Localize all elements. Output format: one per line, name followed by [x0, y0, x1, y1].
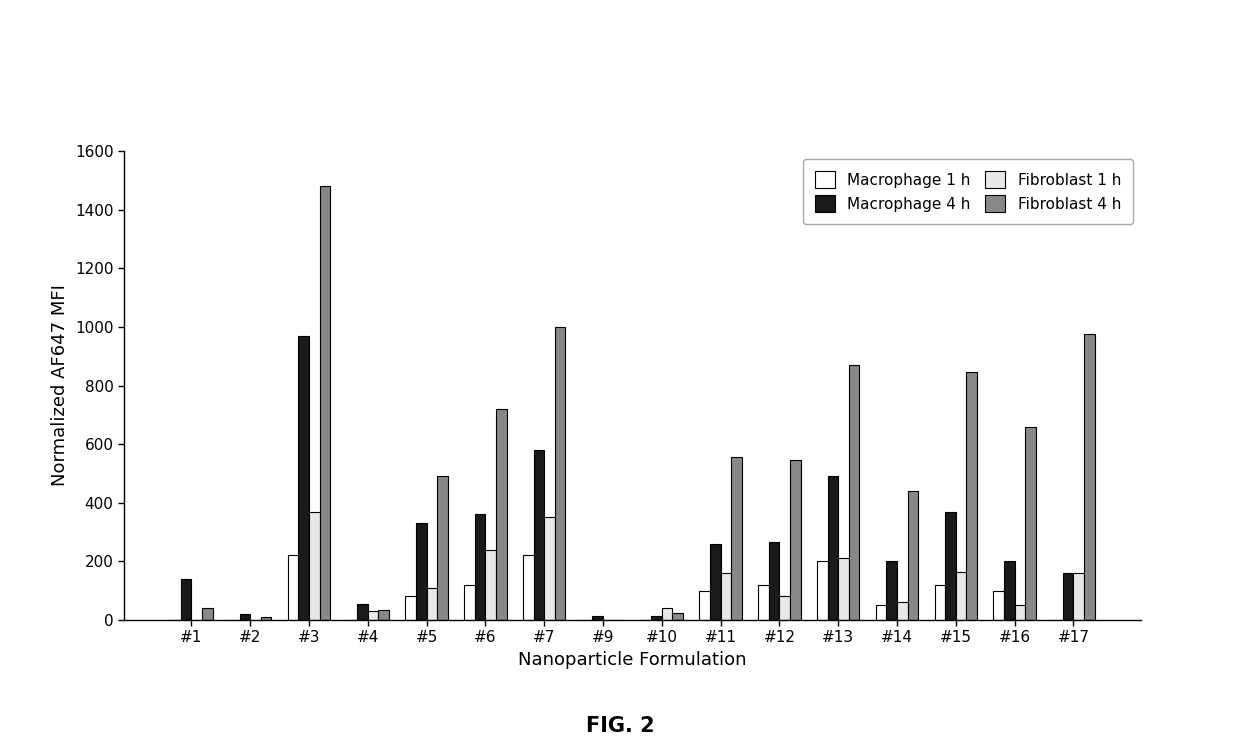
Text: FIG. 2: FIG. 2: [585, 716, 655, 736]
Bar: [849, 365, 859, 620]
Bar: [887, 561, 897, 620]
Bar: [790, 460, 801, 620]
Bar: [299, 336, 309, 620]
Bar: [769, 542, 780, 620]
Bar: [357, 604, 368, 620]
Bar: [544, 517, 554, 620]
Legend: Macrophage 1 h, Macrophage 4 h, Fibroblast 1 h, Fibroblast 4 h: Macrophage 1 h, Macrophage 4 h, Fibrobla…: [802, 159, 1133, 225]
X-axis label: Nanoparticle Formulation: Nanoparticle Formulation: [518, 651, 746, 669]
Bar: [309, 512, 320, 620]
Bar: [1074, 573, 1084, 620]
Bar: [827, 476, 838, 620]
Bar: [908, 491, 918, 620]
Bar: [288, 556, 299, 620]
Bar: [897, 603, 908, 620]
Bar: [817, 561, 827, 620]
Y-axis label: Normalized AF647 MFI: Normalized AF647 MFI: [51, 284, 69, 487]
Bar: [554, 327, 565, 620]
Bar: [699, 590, 711, 620]
Bar: [711, 544, 720, 620]
Bar: [320, 186, 330, 620]
Bar: [202, 608, 212, 620]
Bar: [966, 373, 977, 620]
Bar: [758, 585, 769, 620]
Bar: [780, 596, 790, 620]
Bar: [475, 514, 485, 620]
Bar: [1063, 573, 1074, 620]
Bar: [378, 609, 389, 620]
Bar: [1014, 606, 1025, 620]
Bar: [438, 476, 448, 620]
Bar: [427, 587, 438, 620]
Bar: [181, 579, 191, 620]
Bar: [260, 617, 272, 620]
Bar: [1084, 334, 1095, 620]
Bar: [720, 573, 732, 620]
Bar: [875, 606, 887, 620]
Bar: [993, 590, 1004, 620]
Bar: [405, 596, 415, 620]
Bar: [945, 512, 956, 620]
Bar: [838, 559, 849, 620]
Bar: [485, 550, 496, 620]
Bar: [533, 450, 544, 620]
Bar: [1025, 426, 1035, 620]
Bar: [523, 556, 533, 620]
Bar: [593, 615, 603, 620]
Bar: [496, 409, 507, 620]
Bar: [464, 585, 475, 620]
Bar: [368, 611, 378, 620]
Bar: [672, 612, 683, 620]
Bar: [662, 608, 672, 620]
Bar: [651, 615, 662, 620]
Bar: [239, 614, 250, 620]
Bar: [1004, 561, 1014, 620]
Bar: [415, 523, 427, 620]
Bar: [935, 585, 945, 620]
Bar: [732, 457, 742, 620]
Bar: [956, 572, 966, 620]
